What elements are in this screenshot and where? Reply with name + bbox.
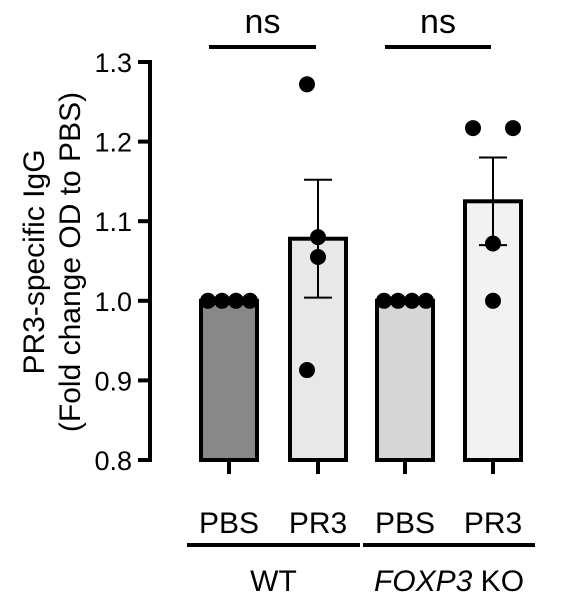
x-tick-label: PR3 xyxy=(464,507,522,540)
data-point xyxy=(505,120,521,137)
y-tick-label: 1.1 xyxy=(94,207,132,237)
significance-label: ns xyxy=(420,3,456,41)
data-point xyxy=(228,292,244,309)
data-point xyxy=(299,362,315,379)
data-point xyxy=(404,292,420,309)
y-tick-label: 1.3 xyxy=(94,48,132,78)
y-axis-label: PR3-specific IgG (Fold change OD to PBS) xyxy=(18,92,87,432)
data-point xyxy=(310,229,326,246)
data-point xyxy=(376,292,392,309)
group-label: FOXP3 KO xyxy=(374,565,524,598)
data-point xyxy=(465,120,481,137)
bar xyxy=(375,298,435,462)
y-tick-label: 0.9 xyxy=(94,366,132,396)
x-tick-label: PBS xyxy=(199,507,259,540)
y-axis-label-line1: PR3-specific IgG xyxy=(18,149,51,374)
data-point xyxy=(390,292,406,309)
data-point xyxy=(242,292,258,309)
bar xyxy=(199,298,259,462)
plot-area: 0.8 0.9 1.0 1.1 1.2 1.3 PBS PR3 PBS PR3 WT FOXP3 KO… xyxy=(94,3,535,598)
data-point xyxy=(485,235,501,252)
y-tick-label: 1.0 xyxy=(94,287,132,317)
x-tick-label: PR3 xyxy=(289,507,347,540)
data-point xyxy=(485,292,501,309)
group-label-suffix: KO xyxy=(472,565,524,598)
group-label: WT xyxy=(250,565,297,598)
y-tick-label: 0.8 xyxy=(94,446,132,476)
data-point xyxy=(214,292,230,309)
y-axis-label-line2: (Fold change OD to PBS) xyxy=(54,92,87,432)
significance-label: ns xyxy=(245,3,281,41)
data-point xyxy=(310,249,326,266)
data-point xyxy=(200,292,216,309)
y-tick-label: 1.2 xyxy=(94,128,132,158)
group-label-gene: FOXP3 xyxy=(374,565,473,598)
x-tick-label: PBS xyxy=(375,507,435,540)
data-point xyxy=(299,76,315,93)
data-point xyxy=(418,292,434,309)
